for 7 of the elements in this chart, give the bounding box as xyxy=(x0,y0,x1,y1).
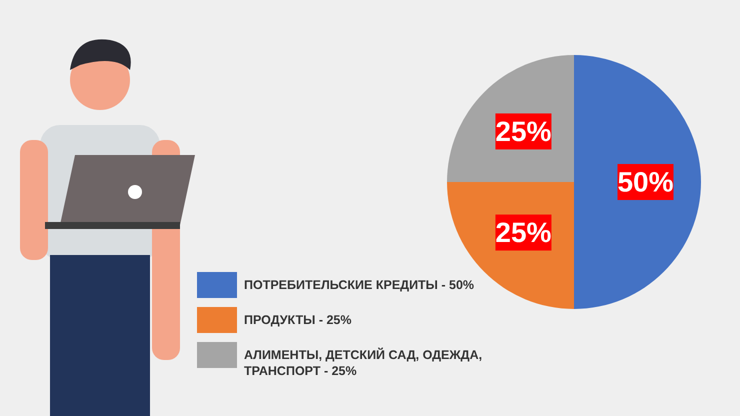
pie-slice xyxy=(574,55,701,309)
legend-label: ПРОДУКТЫ - 25% xyxy=(244,312,352,328)
legend-label: АЛИМЕНТЫ, ДЕТСКИЙ САД, ОДЕЖДА, ТРАНСПОРТ - 25% xyxy=(244,346,484,379)
data-label: 25% xyxy=(495,116,552,147)
legend-label: ПОТРЕБИТЕЛЬСКИЕ КРЕДИТЫ - 50% xyxy=(244,277,474,293)
data-label: 50% xyxy=(617,166,674,198)
data-label: 25% xyxy=(495,217,552,248)
